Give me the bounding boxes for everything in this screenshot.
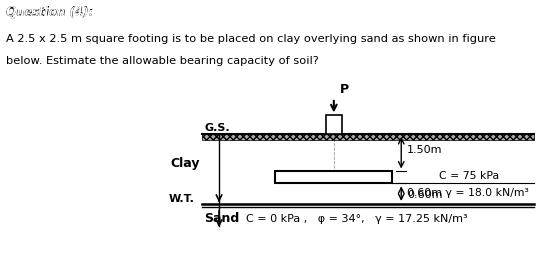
Bar bbox=[326, 115, 342, 134]
Text: below. Estimate the allowable bearing capacity of soil?: below. Estimate the allowable bearing ca… bbox=[6, 56, 319, 66]
Text: P: P bbox=[340, 83, 349, 96]
Text: 0.60m: 0.60m bbox=[407, 190, 442, 200]
Bar bbox=[275, 171, 392, 183]
Text: 0.60m γ = 18.0 kN/m³: 0.60m γ = 18.0 kN/m³ bbox=[407, 188, 529, 198]
Text: C = 0 kPa ,   φ = 34°,   γ = 17.25 kN/m³: C = 0 kPa , φ = 34°, γ = 17.25 kN/m³ bbox=[246, 214, 467, 224]
Text: A 2.5 x 2.5 m square footing is to be placed on clay overlying sand as shown in : A 2.5 x 2.5 m square footing is to be pl… bbox=[6, 34, 495, 44]
Text: C = 75 kPa: C = 75 kPa bbox=[439, 171, 499, 181]
Text: 1.50m: 1.50m bbox=[407, 145, 442, 155]
Text: Question (4):: Question (4): bbox=[6, 6, 93, 18]
Text: Question (4):: Question (4): bbox=[6, 6, 92, 18]
Text: Clay: Clay bbox=[170, 157, 200, 171]
Text: Question (4):: Question (4): bbox=[6, 6, 92, 18]
Text: G.S.: G.S. bbox=[204, 123, 230, 133]
Bar bbox=[202, 134, 534, 139]
Text: W.T.: W.T. bbox=[169, 194, 195, 204]
Text: Sand: Sand bbox=[204, 212, 240, 225]
